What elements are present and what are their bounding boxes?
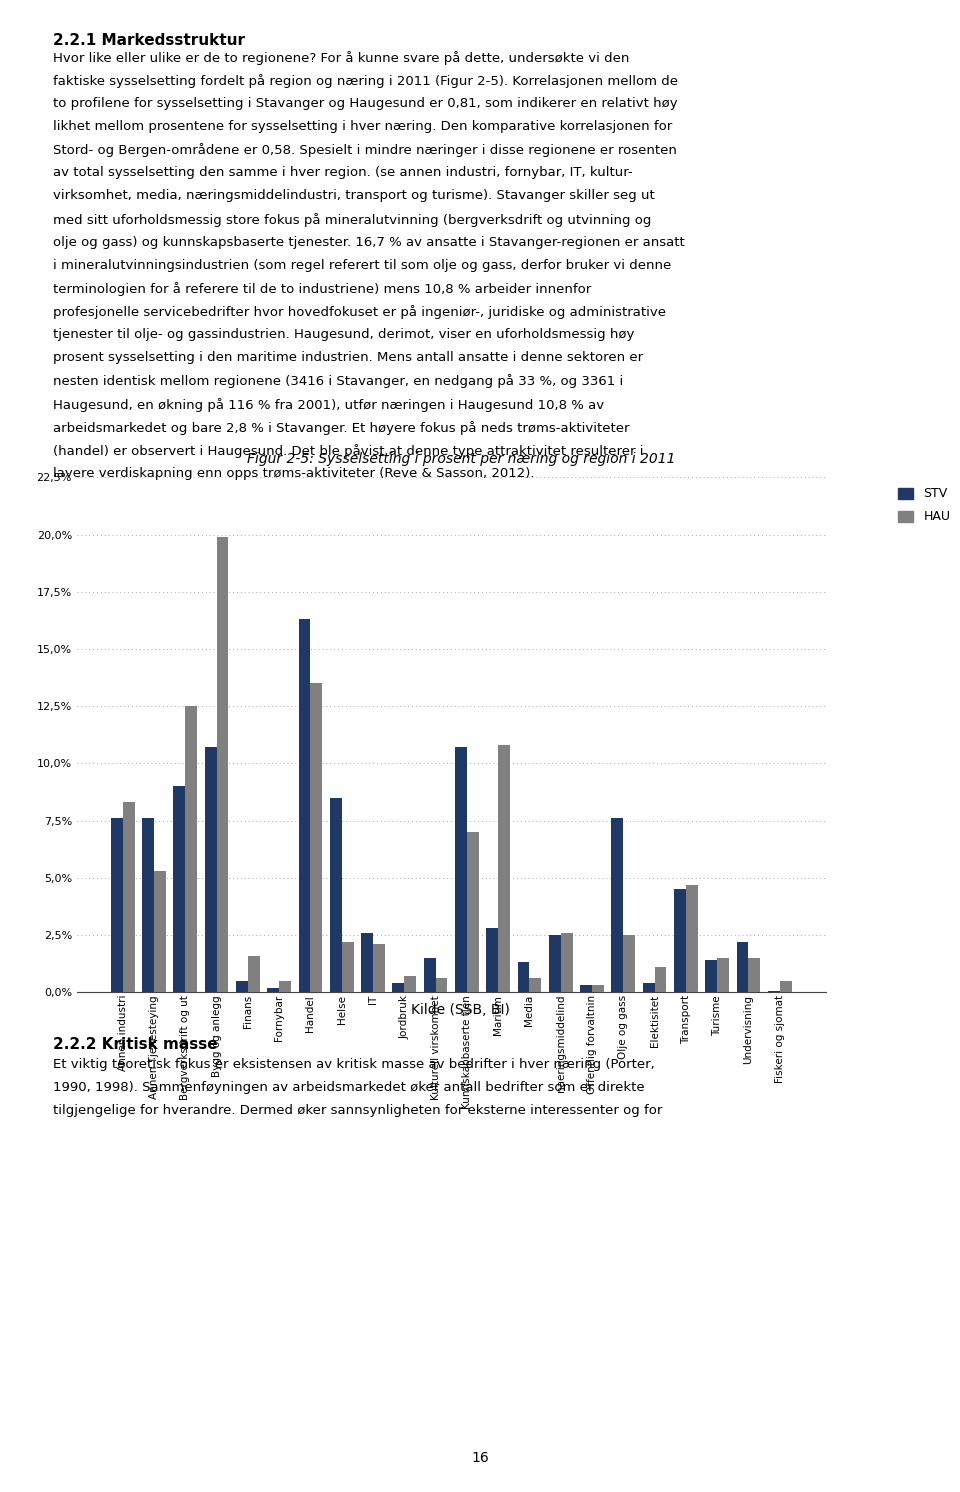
Bar: [623, 935, 636, 992]
Bar: [361, 932, 373, 992]
Bar: [248, 955, 260, 992]
Text: Haugesund, en økning på 116 % fra 2001), utfør næringen i Haugesund 10,8 % av: Haugesund, en økning på 116 % fra 2001),…: [53, 397, 604, 412]
Bar: [267, 988, 279, 992]
Bar: [330, 798, 342, 992]
Bar: [342, 941, 353, 992]
Bar: [674, 889, 685, 992]
Bar: [592, 985, 604, 992]
Text: (handel) er observert i Haugesund. Det ble påvist at denne type attraktivitet re: (handel) er observert i Haugesund. Det b…: [53, 445, 643, 458]
Text: tjenester til olje- og gassindustrien. Haugesund, derimot, viser en uforholdsmes: tjenester til olje- og gassindustrien. H…: [53, 328, 635, 342]
Bar: [580, 985, 592, 992]
Bar: [123, 803, 134, 992]
Bar: [154, 871, 166, 992]
Bar: [217, 537, 228, 992]
Bar: [110, 818, 123, 992]
Bar: [717, 958, 729, 992]
Bar: [174, 786, 185, 992]
Text: prosent sysselsetting i den maritime industrien. Mens antall ansatte i denne sek: prosent sysselsetting i den maritime ind…: [53, 351, 643, 364]
Bar: [393, 983, 404, 992]
Bar: [423, 958, 436, 992]
Text: Hvor like eller ulike er de to regionene? For å kunne svare på dette, undersøkte: Hvor like eller ulike er de to regionene…: [53, 51, 629, 64]
Bar: [655, 967, 666, 992]
Bar: [310, 683, 323, 992]
Text: av total sysselsetting den samme i hver region. (se annen industri, fornybar, IT: av total sysselsetting den samme i hver …: [53, 167, 633, 179]
Text: olje og gass) og kunnskapsbaserte tjenester. 16,7 % av ansatte i Stavanger-regio: olje og gass) og kunnskapsbaserte tjenes…: [53, 236, 684, 249]
Legend: STV, HAU: STV, HAU: [895, 483, 954, 527]
Text: Et viktig teoretisk fokus er eksistensen av kritisk masse av bedrifter i hver næ: Et viktig teoretisk fokus er eksistensen…: [53, 1058, 655, 1071]
Text: 2.2.2 Kritisk masse: 2.2.2 Kritisk masse: [53, 1037, 217, 1052]
Text: nesten identisk mellom regionene (3416 i Stavanger, en nedgang på 33 %, og 3361 : nesten identisk mellom regionene (3416 i…: [53, 374, 623, 388]
Text: to profilene for sysselsetting i Stavanger og Haugesund er 0,81, som indikerer e: to profilene for sysselsetting i Stavang…: [53, 97, 678, 110]
Bar: [685, 885, 698, 992]
Bar: [279, 980, 291, 992]
Text: i mineralutvinningsindustrien (som regel referert til som olje og gass, derfor b: i mineralutvinningsindustrien (som regel…: [53, 260, 671, 272]
Bar: [561, 932, 572, 992]
Text: 2.2.1 Markedsstruktur: 2.2.1 Markedsstruktur: [53, 33, 245, 48]
Bar: [612, 818, 623, 992]
Text: arbeidsmarkedet og bare 2,8 % i Stavanger. Et høyere fokus på neds trøms-aktivit: arbeidsmarkedet og bare 2,8 % i Stavange…: [53, 421, 630, 434]
Text: med sitt uforholdsmessig store fokus på mineralutvinning (bergverksdrift og utvi: med sitt uforholdsmessig store fokus på …: [53, 213, 651, 227]
Text: 16: 16: [471, 1452, 489, 1465]
Text: virksomhet, media, næringsmiddelindustri, transport og turisme). Stavanger skill: virksomhet, media, næringsmiddelindustri…: [53, 189, 655, 203]
Bar: [204, 747, 217, 992]
Bar: [736, 941, 749, 992]
Text: Kilde (SSB, BI): Kilde (SSB, BI): [412, 1003, 510, 1016]
Bar: [780, 980, 792, 992]
Bar: [299, 619, 310, 992]
Bar: [706, 961, 717, 992]
Bar: [642, 983, 655, 992]
Bar: [486, 928, 498, 992]
Text: profesjonelle servicebedrifter hvor hovedfokuset er på ingeniør-, juridiske og a: profesjonelle servicebedrifter hvor hove…: [53, 306, 666, 319]
Bar: [404, 976, 417, 992]
Bar: [455, 747, 467, 992]
Text: Stord- og Bergen-områdene er 0,58. Spesielt i mindre næringer i disse regionene : Stord- og Bergen-områdene er 0,58. Spesi…: [53, 143, 677, 157]
Bar: [549, 935, 561, 992]
Bar: [467, 833, 479, 992]
Bar: [142, 818, 154, 992]
Text: likhet mellom prosentene for sysselsetting i hver næring. Den komparative korrel: likhet mellom prosentene for sysselsetti…: [53, 121, 672, 133]
Bar: [517, 962, 529, 992]
Bar: [749, 958, 760, 992]
Bar: [373, 944, 385, 992]
Bar: [436, 979, 447, 992]
Bar: [498, 745, 510, 992]
Text: 1990, 1998). Sammenføyningen av arbeidsmarkedet øker antall bedrifter som er dir: 1990, 1998). Sammenføyningen av arbeidsm…: [53, 1080, 644, 1094]
Bar: [236, 980, 248, 992]
Text: faktiske sysselsetting fordelt på region og næring i 2011 (Figur 2-5). Korrelasj: faktiske sysselsetting fordelt på region…: [53, 73, 678, 88]
Text: Figur 2-5: Sysselsetting i prosent per næring og region i 2011: Figur 2-5: Sysselsetting i prosent per n…: [247, 452, 675, 466]
Bar: [185, 706, 197, 992]
Bar: [529, 979, 541, 992]
Text: terminologien for å referere til de to industriene) mens 10,8 % arbeider innenfo: terminologien for å referere til de to i…: [53, 282, 591, 295]
Text: lavere verdiskapning enn opps trøms-aktiviteter (Reve & Sasson, 2012).: lavere verdiskapning enn opps trøms-akti…: [53, 467, 535, 480]
Text: tilgjengelige for hverandre. Dermed øker sannsynligheten for eksterne interessen: tilgjengelige for hverandre. Dermed øker…: [53, 1104, 662, 1118]
